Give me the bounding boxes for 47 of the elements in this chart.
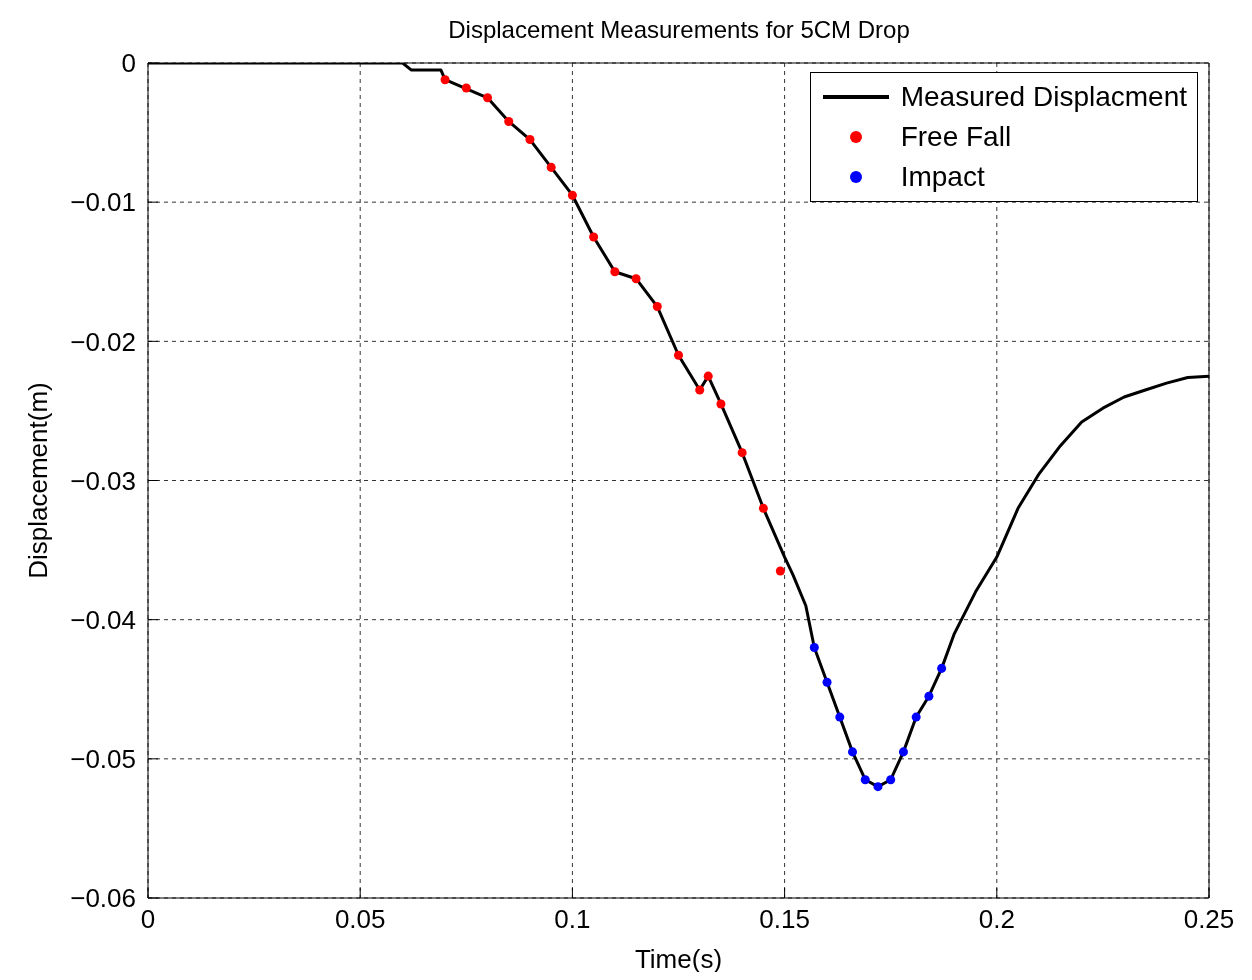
- point: [873, 782, 883, 792]
- legend-label: Measured Displacment: [900, 80, 1187, 114]
- y-tick-label: −0.03: [70, 465, 136, 496]
- point: [652, 302, 662, 312]
- point: [589, 232, 599, 242]
- y-tick-label: 0: [121, 48, 136, 79]
- point: [737, 448, 747, 458]
- point: [673, 350, 684, 360]
- point: [525, 135, 535, 145]
- point: [898, 747, 908, 757]
- point: [631, 274, 641, 284]
- point: [716, 399, 726, 409]
- point: [847, 747, 858, 757]
- y-tick-label: −0.01: [70, 187, 136, 218]
- point: [440, 75, 450, 85]
- point: [461, 83, 471, 93]
- point: [567, 190, 577, 200]
- x-tick-label: 0.25: [1183, 904, 1235, 935]
- point: [937, 663, 947, 673]
- point: [504, 116, 514, 126]
- y-tick-label: −0.04: [70, 604, 136, 635]
- point: [775, 566, 785, 576]
- y-axis-title: Displacement(m): [23, 382, 54, 579]
- point: [546, 162, 556, 172]
- point: [886, 775, 896, 785]
- y-tick-label: −0.02: [70, 326, 136, 357]
- y-tick-label: −0.06: [70, 883, 136, 914]
- point: [483, 93, 493, 103]
- point: [911, 712, 921, 722]
- x-tick-label: 0.15: [759, 904, 810, 935]
- point: [610, 267, 620, 277]
- point: [924, 691, 934, 701]
- legend-label: Impact: [900, 160, 985, 194]
- x-tick-label: 0: [140, 904, 156, 935]
- point: [835, 712, 845, 722]
- point: [822, 677, 832, 687]
- point: [758, 503, 768, 513]
- legend-label: Free Fall: [900, 120, 1012, 154]
- point: [703, 371, 713, 381]
- point: [860, 775, 870, 785]
- x-tick-label: 0.2: [978, 904, 1015, 935]
- point: [809, 642, 819, 653]
- point: [695, 385, 705, 395]
- chart-title: Displacement Measurements for 5CM Drop: [447, 16, 911, 44]
- x-tick-label: 0.1: [554, 904, 591, 935]
- x-tick-label: 0.05: [334, 904, 386, 935]
- y-tick-label: −0.05: [70, 744, 136, 775]
